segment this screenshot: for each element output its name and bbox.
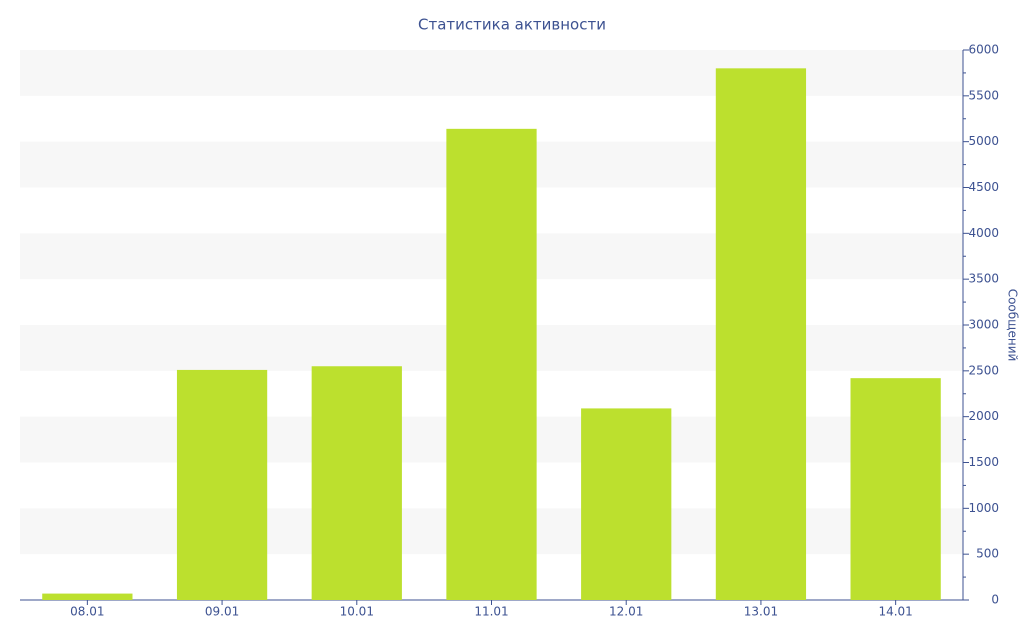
y-tick-label: 3000	[968, 318, 999, 332]
chart-title: Статистика активности	[418, 16, 606, 34]
bar	[176, 369, 268, 600]
y-tick-label: 1500	[968, 455, 999, 469]
y-tick-label: 500	[976, 547, 999, 561]
y-tick-label: 4000	[968, 226, 999, 240]
bar	[850, 378, 941, 600]
y-tick-label: 2500	[968, 363, 999, 377]
bar	[446, 128, 537, 601]
x-tick-label: 11.01	[474, 605, 508, 619]
y-tick-label: 5000	[968, 134, 999, 148]
x-tick-label: 12.01	[609, 605, 643, 619]
y-tick-label: 6000	[968, 43, 999, 57]
y-tick-label: 1000	[968, 501, 999, 515]
bar	[311, 366, 402, 600]
grid-band	[20, 50, 963, 96]
x-tick-label: 13.01	[744, 605, 778, 619]
x-tick-label: 09.01	[205, 605, 239, 619]
y-axis-label: Сообщений	[1006, 289, 1020, 362]
bar	[715, 68, 807, 601]
bar	[581, 408, 672, 600]
y-tick-label: 4500	[968, 180, 999, 194]
x-tick-label: 10.01	[340, 605, 374, 619]
bar	[42, 593, 133, 600]
x-tick-label: 14.01	[878, 605, 912, 619]
y-tick-label: 5500	[968, 88, 999, 102]
y-tick-label: 2000	[968, 409, 999, 423]
y-tick-label: 3500	[968, 272, 999, 286]
y-tick-label: 0	[991, 593, 999, 607]
x-tick-label: 08.01	[70, 605, 104, 619]
